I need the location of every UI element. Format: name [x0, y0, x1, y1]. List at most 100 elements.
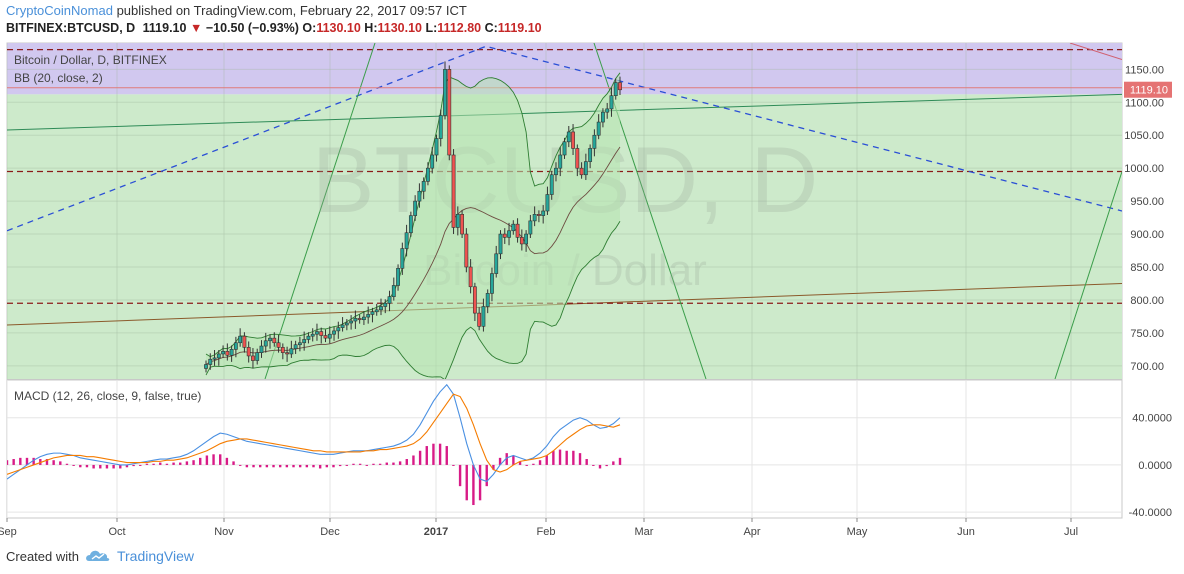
macd-histogram-bar	[325, 464, 329, 468]
time-tick-label: Oct	[108, 526, 125, 538]
macd-title[interactable]: MACD (12, 26, close, 9, false, true)	[14, 389, 201, 403]
candle-body	[494, 253, 499, 274]
macd-histogram-bar	[592, 464, 595, 466]
author-link[interactable]: CryptoCoinNomad	[6, 3, 113, 18]
macd-histogram-bar	[418, 450, 422, 465]
candle-body	[340, 324, 345, 328]
macd-histogram-bar	[492, 464, 495, 470]
symbol-label: BITFINEX:BTCUSD, D	[6, 21, 136, 35]
macd-histogram-bar	[398, 461, 402, 465]
macd-histogram-bar	[412, 455, 415, 465]
macd-histogram-bar	[119, 464, 122, 469]
time-tick-label: Dec	[320, 526, 340, 538]
candle-body	[579, 167, 584, 176]
macd-histogram-bar	[392, 462, 395, 465]
candle-body	[233, 342, 238, 350]
candle-body	[344, 322, 349, 326]
macd-histogram-bar	[72, 464, 75, 466]
macd-histogram-bar	[59, 461, 62, 465]
candle-body	[212, 357, 217, 360]
candle-body	[366, 314, 371, 318]
candle-body	[434, 138, 439, 156]
candle-body	[246, 347, 251, 357]
macd-histogram-bar	[472, 464, 475, 506]
red-diagonal-line	[1069, 43, 1122, 60]
macd-tick-label: -40.0000	[1129, 507, 1172, 519]
candle-body	[588, 148, 593, 162]
price-tick-label: 750.00	[1130, 328, 1164, 340]
macd-histogram-bar	[245, 464, 249, 468]
candle-body	[426, 167, 430, 182]
created-with-text: Created with	[6, 548, 79, 564]
macd-histogram-bar	[225, 457, 229, 465]
candle-body	[575, 148, 580, 169]
macd-histogram-bar	[19, 457, 22, 465]
macd-histogram-bar	[312, 464, 315, 468]
candle-body	[272, 337, 277, 344]
macd-histogram-bar	[92, 464, 95, 469]
candle-body	[554, 167, 558, 176]
candle-body	[225, 351, 230, 356]
macd-histogram-bar	[278, 464, 282, 468]
macd-histogram-bar	[532, 463, 535, 465]
candle-body	[583, 161, 588, 176]
macd-axis[interactable]: 40.0000 0.0000 -40.0000	[1129, 413, 1172, 519]
tradingview-brand[interactable]: TradingView	[116, 548, 195, 564]
macd-histogram-bar	[552, 450, 555, 465]
price-pane[interactable]: BTCUSD, D Bitcoin / Dollar Bitcoin / Dol…	[6, 42, 1172, 380]
candle-body	[349, 320, 354, 324]
upper-zone	[7, 43, 1122, 95]
macd-histogram-bar	[438, 443, 442, 465]
macd-histogram-bar	[432, 443, 435, 465]
footer: Created with TradingView	[6, 548, 194, 564]
price-tick-label: 800.00	[1130, 295, 1164, 307]
candle-body	[464, 233, 469, 268]
macd-histogram-bar	[212, 454, 215, 465]
fan-line-right	[593, 43, 707, 379]
macd-histogram-bar	[139, 464, 142, 466]
bb-indicator-label[interactable]: BB (20, close, 2)	[14, 71, 103, 85]
candle-body	[327, 333, 332, 339]
candle-body	[336, 327, 341, 332]
candle-body	[592, 134, 597, 149]
candle-body	[374, 309, 379, 313]
candle-body	[558, 154, 563, 169]
low-label: L:	[425, 21, 438, 35]
macd-histogram-bar	[338, 464, 342, 467]
candle-body	[477, 312, 482, 327]
macd-histogram-bar	[445, 446, 448, 465]
candle-body	[498, 233, 503, 255]
macd-histogram-bar	[252, 464, 255, 468]
candle-body	[443, 69, 447, 116]
macd-histogram-bar	[265, 464, 269, 468]
candle-body	[413, 200, 418, 216]
macd-pane[interactable]: MACD (12, 26, close, 9, false, true) 40.…	[6, 379, 1172, 519]
price-tick-label: 1000.00	[1124, 163, 1164, 175]
price-tick-label: 700.00	[1130, 361, 1164, 373]
candle-body	[507, 230, 511, 238]
macd-histogram-bar	[7, 460, 9, 465]
candle-body	[537, 213, 541, 216]
low-value: 1112.80	[437, 21, 482, 35]
macd-histogram-bar	[365, 464, 369, 466]
time-axis[interactable]: Sep Oct Nov Dec 2017 Feb Mar Apr May Jun Jul	[0, 518, 1078, 538]
candle-body	[357, 318, 362, 321]
macd-histogram-bar	[298, 464, 302, 468]
price-axis[interactable]: 1150.00 1100.00 1050.00 1000.00 950.00 900.00…	[1124, 64, 1172, 373]
macd-histogram-bar	[199, 457, 202, 465]
macd-histogram-bar	[572, 450, 575, 465]
candle-body	[204, 364, 208, 369]
candle-body	[276, 342, 281, 348]
time-tick-label: May	[847, 526, 868, 538]
candle-body	[609, 95, 614, 110]
price-tick-label: 950.00	[1130, 196, 1164, 208]
candle-body	[332, 330, 336, 335]
macd-series-signal	[7, 393, 621, 475]
price-tag	[1124, 81, 1172, 98]
candle-body	[221, 351, 225, 355]
candle-body	[460, 213, 464, 235]
candle-body	[468, 266, 473, 288]
bb-fill	[206, 72, 620, 379]
macd-histogram-bar	[192, 460, 195, 465]
